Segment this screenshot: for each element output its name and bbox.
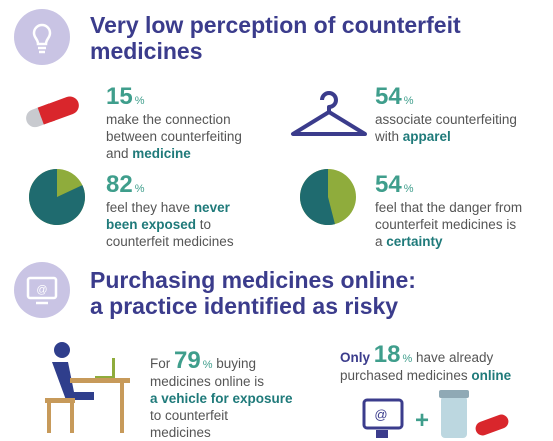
value: 15 xyxy=(106,83,133,110)
bold-text: never xyxy=(194,200,231,215)
unit: % xyxy=(404,95,414,107)
text: For xyxy=(150,356,174,371)
text: a xyxy=(375,234,386,249)
hanger-icon xyxy=(293,93,365,134)
text: and xyxy=(106,146,132,161)
value: 79 xyxy=(174,347,201,374)
stat-text: between counterfeiting xyxy=(106,129,242,144)
unit: % xyxy=(402,353,412,365)
text: have already xyxy=(412,350,493,365)
pie xyxy=(300,169,356,225)
computer-icon: @ xyxy=(14,262,70,318)
stat-text: feel that the danger from xyxy=(375,200,522,215)
stat-number: 54% xyxy=(375,171,414,198)
stat-text: with apparel xyxy=(374,129,451,144)
stat-number: 15% xyxy=(106,83,145,110)
pie xyxy=(29,169,85,225)
text: purchased medicines xyxy=(340,368,471,383)
stat-text: feel they have never xyxy=(106,200,231,215)
unit: % xyxy=(203,359,213,371)
unit: % xyxy=(135,183,145,195)
value: 82 xyxy=(106,171,133,198)
stat-text: purchased medicines online xyxy=(340,368,512,383)
bold-text: apparel xyxy=(403,129,451,144)
stat-text: counterfeit medicines is xyxy=(375,217,516,232)
stat-text: medicines xyxy=(150,425,211,440)
infographic: Very low perception of counterfeit medic… xyxy=(0,0,553,441)
pill-icon xyxy=(24,94,82,130)
svg-text:@: @ xyxy=(374,407,387,422)
unit: % xyxy=(404,183,414,195)
stat-text: a vehicle for exposure xyxy=(150,391,293,406)
stat-head: For 79% buying xyxy=(150,347,256,374)
bold-text: certainty xyxy=(386,234,443,249)
svg-text:@: @ xyxy=(36,284,47,296)
stat-text: make the connection xyxy=(106,112,231,127)
svg-text:+: + xyxy=(415,407,429,434)
stat-text: medicines online is xyxy=(150,374,264,389)
text: with xyxy=(374,129,403,144)
stat-number: 82% xyxy=(106,171,145,198)
section-title: Very low perception of counterfeit xyxy=(90,12,461,38)
text: to xyxy=(196,217,211,232)
stat-text: a certainty xyxy=(375,234,443,249)
section-title: Purchasing medicines online: xyxy=(90,267,416,293)
stat-text: associate counterfeiting xyxy=(375,112,517,127)
online-purchase-icons: @ + xyxy=(364,390,510,438)
section-title: a practice identified as risky xyxy=(90,293,398,319)
stat-text: been exposed to xyxy=(106,217,211,232)
stat-text: counterfeit medicines xyxy=(106,234,234,249)
bold-text: Only xyxy=(340,350,374,365)
bold-text: medicine xyxy=(132,146,191,161)
value: 54 xyxy=(375,171,402,198)
stat-text: to counterfeit xyxy=(150,408,228,423)
text: feel they have xyxy=(106,200,194,215)
text: buying xyxy=(213,356,257,371)
unit: % xyxy=(135,95,145,107)
lightbulb-icon xyxy=(14,9,70,65)
stat-head: Only 18% have already xyxy=(340,341,494,368)
stat-number: 54% xyxy=(375,83,414,110)
value: 54 xyxy=(375,83,402,110)
stat-text: and medicine xyxy=(106,146,191,161)
bold-text: online xyxy=(471,368,511,383)
person-icon xyxy=(45,342,130,433)
value: 18 xyxy=(374,341,401,368)
section-title: medicines xyxy=(90,38,203,64)
bold-text: been exposed xyxy=(106,217,196,232)
